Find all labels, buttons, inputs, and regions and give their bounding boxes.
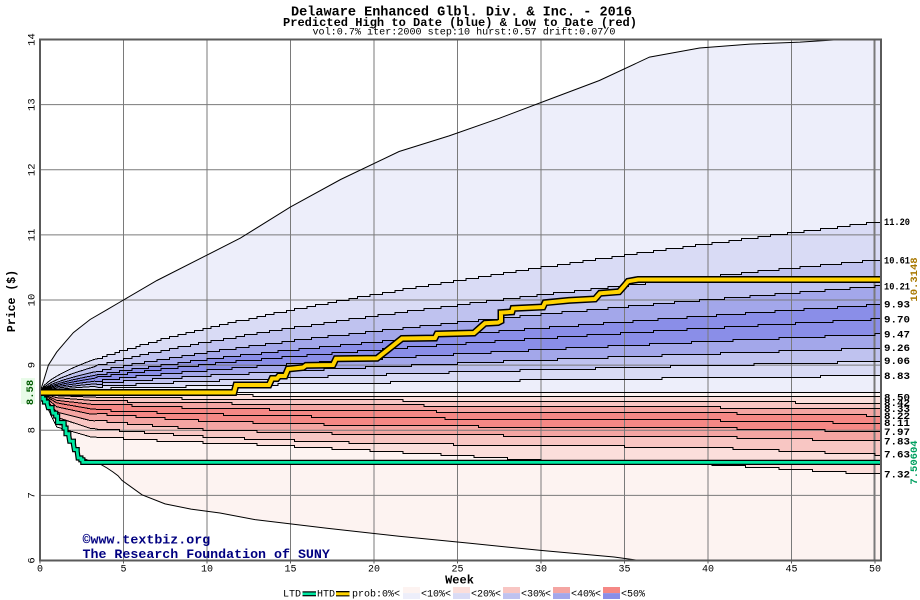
svg-text:8: 8 xyxy=(27,427,39,433)
svg-text:10: 10 xyxy=(201,565,213,576)
svg-text:8.22: 8.22 xyxy=(884,411,910,423)
svg-text:Delaware Enhanced Glbl. Div. &: Delaware Enhanced Glbl. Div. & Inc. - 20… xyxy=(291,5,632,20)
svg-text:8.42: 8.42 xyxy=(884,398,910,410)
svg-text:9.06: 9.06 xyxy=(884,356,910,368)
svg-text:7.83: 7.83 xyxy=(884,436,910,448)
svg-text:25: 25 xyxy=(451,565,463,576)
svg-text:8.83: 8.83 xyxy=(884,371,910,383)
svg-text:<30%<: <30%< xyxy=(521,589,551,600)
svg-text:14: 14 xyxy=(27,33,39,46)
svg-text:Price ($): Price ($) xyxy=(6,270,19,332)
svg-text:45: 45 xyxy=(785,565,797,576)
svg-text:prob:0%<: prob:0%< xyxy=(352,588,400,600)
svg-text:50: 50 xyxy=(869,565,881,576)
svg-text:LTD: LTD xyxy=(283,589,301,600)
svg-text:6: 6 xyxy=(27,557,39,563)
svg-text:10: 10 xyxy=(27,294,39,307)
svg-text:7.32: 7.32 xyxy=(884,470,910,482)
svg-text:13: 13 xyxy=(27,98,39,111)
svg-text:30: 30 xyxy=(535,565,547,576)
svg-text:10.61: 10.61 xyxy=(884,255,910,267)
svg-text:vol:0.7% iter:2000 step:10 hur: vol:0.7% iter:2000 step:10 hurst:0.57 dr… xyxy=(313,27,616,39)
svg-text:The Research Foundation of SUN: The Research Foundation of SUNY xyxy=(83,547,330,562)
svg-text:12: 12 xyxy=(27,163,39,176)
svg-text:9: 9 xyxy=(27,362,39,368)
svg-text:8.33: 8.33 xyxy=(884,404,910,416)
svg-text:35: 35 xyxy=(618,565,630,576)
svg-text:8.58: 8.58 xyxy=(25,380,37,405)
svg-text:8.50: 8.50 xyxy=(884,393,910,405)
svg-text:©www.textbiz.org: ©www.textbiz.org xyxy=(83,533,211,548)
svg-text:11.20: 11.20 xyxy=(884,217,910,229)
svg-text:15: 15 xyxy=(284,565,296,576)
svg-text:9.93: 9.93 xyxy=(884,300,910,312)
svg-text:9.70: 9.70 xyxy=(884,315,910,327)
svg-text:7: 7 xyxy=(27,492,39,498)
svg-text:7.63: 7.63 xyxy=(884,449,910,461)
svg-text:11: 11 xyxy=(27,229,39,242)
svg-text:10.21: 10.21 xyxy=(884,281,910,293)
svg-text:<20%<: <20%< xyxy=(471,589,501,600)
svg-text:9.47: 9.47 xyxy=(884,330,910,342)
svg-text:<50%: <50% xyxy=(621,589,645,600)
svg-text:<10%<: <10%< xyxy=(421,589,451,600)
svg-text:40: 40 xyxy=(702,565,714,576)
svg-text:10.3148: 10.3148 xyxy=(909,257,920,301)
svg-text:0: 0 xyxy=(37,565,43,576)
svg-text:7.50604: 7.50604 xyxy=(909,440,920,484)
svg-text:8.11: 8.11 xyxy=(884,418,910,430)
svg-text:9.26: 9.26 xyxy=(884,343,910,355)
svg-text:Week: Week xyxy=(445,574,474,588)
svg-text:Predicted High to Date (blue): Predicted High to Date (blue) & Low to D… xyxy=(283,16,637,30)
svg-text:7.97: 7.97 xyxy=(884,427,910,439)
svg-text:5: 5 xyxy=(120,565,126,576)
svg-text:HTD: HTD xyxy=(317,589,335,600)
svg-text:20: 20 xyxy=(368,565,380,576)
svg-text:<40%<: <40%< xyxy=(571,589,601,600)
